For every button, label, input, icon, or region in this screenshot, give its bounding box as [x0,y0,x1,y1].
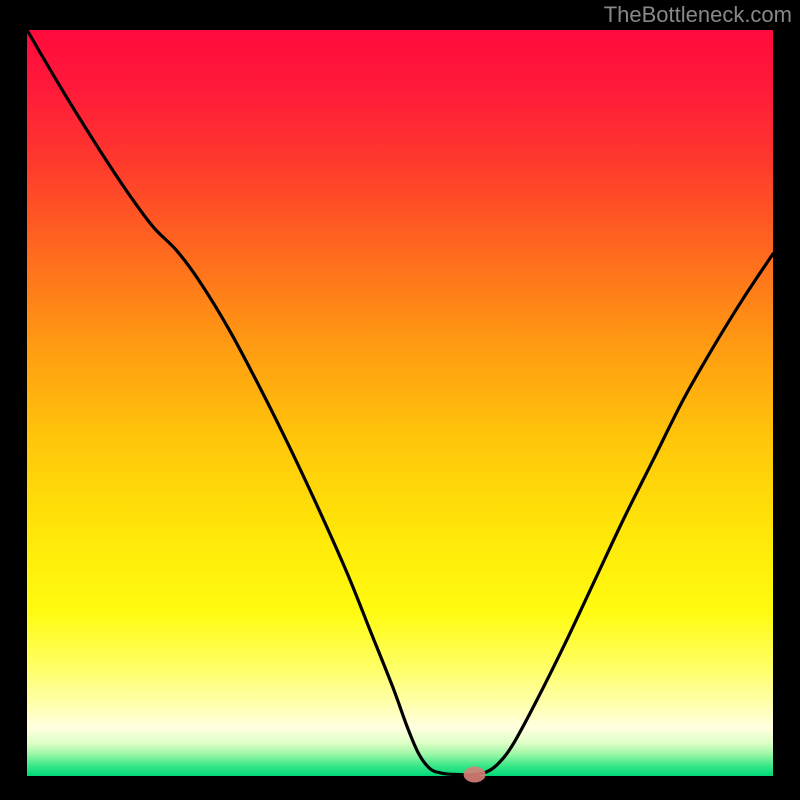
watermark-text: TheBottleneck.com [604,2,792,28]
optimal-marker [464,767,486,783]
chart-container: TheBottleneck.com [0,0,800,800]
gradient-background [27,30,773,776]
bottleneck-chart [0,0,800,800]
